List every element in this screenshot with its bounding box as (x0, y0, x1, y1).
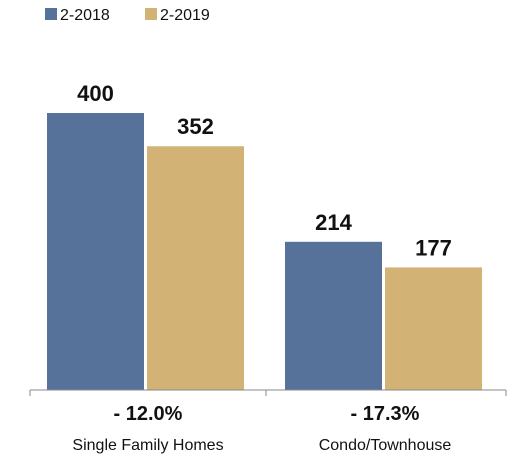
value-label-single-family-homes-2-2018: 400 (77, 81, 114, 106)
value-label-condo-townhouse-2-2018: 214 (315, 210, 352, 235)
category-label-single-family-homes: Single Family Homes (72, 437, 223, 454)
legend-swatch-2-2018 (45, 8, 57, 20)
bar-condo-townhouse-2-2018 (285, 241, 382, 390)
category-label-condo-townhouse: Condo/Townhouse (319, 437, 452, 454)
change-label-single-family-homes: - 12.0% (114, 403, 183, 425)
change-label-condo-townhouse: - 17.3% (351, 403, 420, 425)
bar-condo-townhouse-2-2019 (385, 267, 482, 390)
legend-label-2-2019: 2-2019 (160, 7, 210, 24)
legend-label-2-2018: 2-2018 (60, 7, 110, 24)
category-group-condo-townhouse: - 17.3% Condo/Townhouse (319, 403, 452, 454)
value-label-condo-townhouse-2-2019: 177 (415, 235, 452, 260)
chart-legend: 2-2018 2-2019 (45, 7, 210, 24)
bars-group: 400 214 352 177 (47, 81, 482, 390)
value-label-single-family-homes-2-2019: 352 (177, 114, 214, 139)
category-group-single-family-homes: - 12.0% Single Family Homes (72, 403, 223, 454)
bar-single-family-homes-2-2019 (147, 146, 244, 390)
bar-single-family-homes-2-2018 (47, 113, 144, 390)
legend-swatch-2-2019 (145, 8, 157, 20)
